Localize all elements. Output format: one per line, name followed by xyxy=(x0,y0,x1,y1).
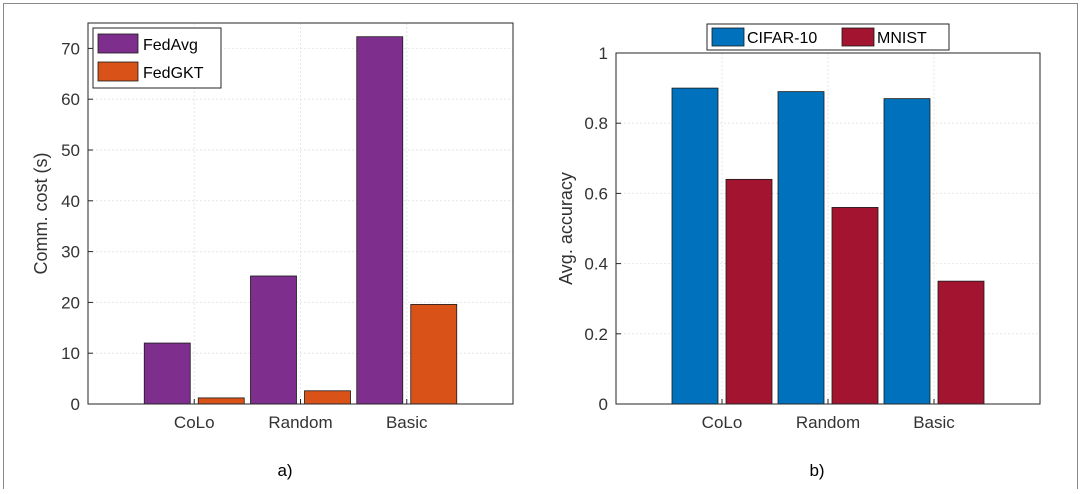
chart-a-ytick-label: 60 xyxy=(61,90,80,109)
chart-b-ytick-label: 0 xyxy=(599,395,608,414)
figure-frame xyxy=(3,3,1078,489)
chart-a-ytick-label: 10 xyxy=(61,344,80,363)
chart-a-bar-fedavg xyxy=(356,36,404,405)
chart-b-bar-mnist xyxy=(831,207,879,405)
chart-a-bar-fedavg xyxy=(250,275,297,405)
chart-b-legend-swatch xyxy=(711,27,745,47)
chart-b-ylabel: Avg. accuracy xyxy=(556,172,576,285)
chart-b-ytick-label: 0.2 xyxy=(584,325,608,344)
chart-a-ytick-label: 30 xyxy=(61,243,80,262)
chart-a-legend-swatch xyxy=(97,61,139,82)
chart-a-xtick-label: CoLo xyxy=(174,413,215,432)
chart-b-bar-cifar-10 xyxy=(777,91,825,405)
chart-b-ytick-label: 0.8 xyxy=(584,114,608,133)
chart-a-legend-swatch xyxy=(97,33,139,54)
chart-b-bar-cifar-10 xyxy=(671,87,719,405)
chart-a-bar-fedgkt xyxy=(304,390,351,405)
chart-a-bar-fedgkt xyxy=(410,304,458,405)
chart-a-ytick-label: 0 xyxy=(71,395,80,414)
chart-a-xtick-label: Basic xyxy=(386,413,428,432)
chart-b-xtick-label: Basic xyxy=(913,413,955,432)
chart-a-bar-fedgkt xyxy=(197,397,245,405)
chart-b-bar-cifar-10 xyxy=(883,98,931,405)
chart-b-legend-label: MNIST xyxy=(877,30,927,47)
chart-a-legend-label: FedGKT xyxy=(143,65,204,82)
chart-a-bar-fedavg xyxy=(143,342,191,405)
chart-a: a) 0 10 20 30 40 50 60 70 CoLo Random Basic Comm. c… xyxy=(31,22,514,480)
chart-a-ytick-label: 20 xyxy=(61,293,80,312)
chart-b-legend-box xyxy=(706,23,950,51)
chart-b-bar-mnist xyxy=(725,178,773,405)
chart-a-ytick-label: 70 xyxy=(61,39,80,58)
chart-b-xtick-label: Random xyxy=(796,413,860,432)
chart-b: b) 0 0.2 0.4 0.6 0.8 1 CoLo Random Basic Avg. acc… xyxy=(556,23,1041,480)
chart-b-xtick-label: CoLo xyxy=(702,413,743,432)
chart-a-xtick-label: Random xyxy=(268,413,332,432)
chart-b-legend-swatch xyxy=(841,27,875,47)
chart-a-caption: a) xyxy=(277,461,292,480)
chart-b-caption: b) xyxy=(809,461,824,480)
chart-a-ylabel: Comm. cost (s) xyxy=(31,152,51,274)
chart-b-legend-label: CIFAR-10 xyxy=(747,30,817,47)
chart-a-ytick-label: 40 xyxy=(61,192,80,211)
chart-b-bar-mnist xyxy=(937,280,985,405)
chart-a-ytick-label: 50 xyxy=(61,141,80,160)
chart-a-legend-label: FedAvg xyxy=(143,37,198,54)
chart-b-ytick-label: 0.4 xyxy=(584,255,608,274)
chart-b-ytick-label: 0.6 xyxy=(584,184,608,203)
chart-b-ytick-label: 1 xyxy=(599,44,608,63)
